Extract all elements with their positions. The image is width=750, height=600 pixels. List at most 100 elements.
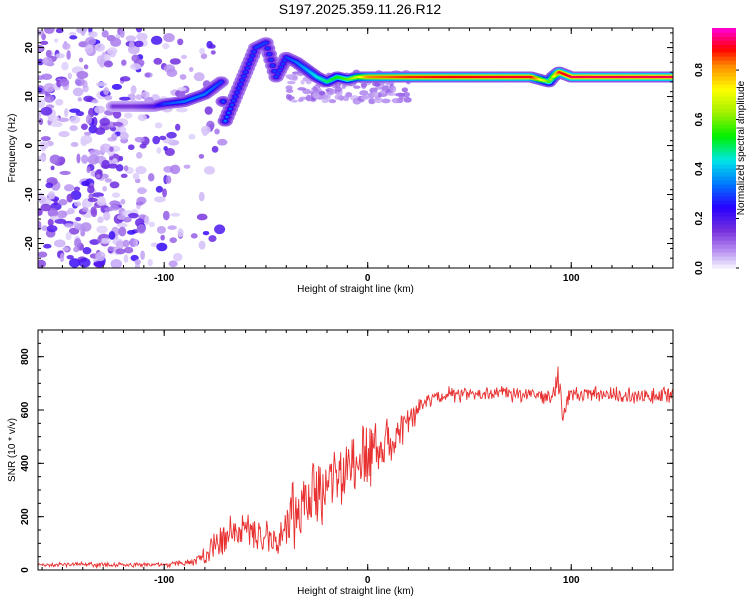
noise-blob xyxy=(55,98,64,106)
noise-blob xyxy=(381,98,391,104)
x-axis-label: Height of straight line (km) xyxy=(297,586,414,597)
colorbar-step xyxy=(712,148,736,153)
track-mark xyxy=(247,62,251,66)
noise-blob xyxy=(353,85,361,89)
colorbar-step xyxy=(712,52,736,57)
noise-blob xyxy=(322,94,329,100)
noise-blob xyxy=(95,251,106,262)
x-axis-label: Height of straight line (km) xyxy=(297,284,414,295)
noise-blob xyxy=(137,187,147,195)
noise-blob xyxy=(128,41,135,49)
noise-blob xyxy=(40,141,47,152)
noise-blob xyxy=(122,239,130,248)
noise-blob xyxy=(59,78,70,87)
noise-blob xyxy=(83,64,89,70)
noise-blob xyxy=(40,73,53,80)
noise-blob xyxy=(64,108,69,118)
noise-blob xyxy=(45,182,54,189)
noise-blob xyxy=(38,155,47,161)
noise-blob xyxy=(297,87,307,91)
noise-blob xyxy=(41,33,46,41)
noise-blob xyxy=(103,87,110,95)
noise-blob xyxy=(403,91,410,98)
noise-blob xyxy=(204,106,213,115)
plot-frame xyxy=(37,27,674,269)
track-mark xyxy=(240,78,244,82)
noise-blob xyxy=(368,98,376,105)
noise-blob xyxy=(123,165,129,172)
noise-blob xyxy=(94,127,106,135)
noise-blob xyxy=(128,212,139,219)
colorbar-step xyxy=(712,132,736,137)
colorbar-step xyxy=(712,240,736,245)
track-mark xyxy=(267,52,272,56)
noise-blob xyxy=(110,37,122,47)
noise-blob xyxy=(144,215,150,225)
noise-blob xyxy=(99,238,111,244)
noise-blob xyxy=(102,185,107,192)
plot-frame xyxy=(37,329,674,571)
colorbar-step xyxy=(712,44,736,49)
colorbar-step xyxy=(712,80,736,85)
spectrogram-area xyxy=(38,28,673,268)
noise-blob xyxy=(116,214,126,220)
noise-blob xyxy=(38,87,43,93)
track-mark xyxy=(250,54,255,58)
noise-blob xyxy=(38,192,45,200)
noise-blob xyxy=(285,85,293,91)
noise-blob xyxy=(108,205,120,211)
noise-blob xyxy=(87,197,98,203)
colorbar-tick-label: 0.6 xyxy=(694,112,705,126)
noise-blob xyxy=(119,131,129,141)
noise-blob xyxy=(188,67,194,72)
track-mark xyxy=(277,69,282,72)
track-mark xyxy=(237,87,241,90)
colorbar-step xyxy=(712,96,736,101)
noise-blob xyxy=(97,236,102,244)
noise-blob xyxy=(328,88,335,96)
noise-blob xyxy=(125,35,137,42)
colorbar-step xyxy=(712,84,736,89)
track-mark xyxy=(245,66,250,70)
noise-blob xyxy=(58,199,68,206)
colorbar-step xyxy=(712,68,736,73)
noise-blob xyxy=(183,164,191,169)
track-mark xyxy=(226,111,231,115)
noise-blob xyxy=(359,90,369,96)
noise-blob xyxy=(87,154,100,165)
track-mark xyxy=(228,107,233,111)
noise-blob xyxy=(109,146,114,152)
colorbar-step xyxy=(712,40,736,45)
noise-blob xyxy=(193,72,205,82)
noise-blob xyxy=(123,112,133,119)
noise-blob xyxy=(115,248,126,255)
noise-blob xyxy=(156,225,166,234)
noise-blob xyxy=(54,218,67,224)
noise-blob xyxy=(72,221,78,226)
noise-blob xyxy=(38,251,48,258)
colorbar-tick-label: 0.4 xyxy=(694,162,705,176)
noise-blob xyxy=(40,106,53,116)
noise-blob xyxy=(203,166,216,175)
noise-blob xyxy=(53,239,66,248)
x-tick-label: 100 xyxy=(563,273,580,284)
noise-blob xyxy=(95,82,108,87)
noise-blob xyxy=(162,188,167,198)
colorbar-step xyxy=(712,136,736,141)
noise-blob xyxy=(100,143,112,153)
colorbar-step xyxy=(712,120,736,125)
colorbar-step xyxy=(712,220,736,225)
noise-blob xyxy=(318,90,326,96)
track-mark xyxy=(272,70,277,73)
colorbar-step xyxy=(712,104,736,109)
noise-blob xyxy=(198,153,205,159)
noise-blob xyxy=(173,253,183,262)
noise-blob xyxy=(59,252,65,263)
noise-blob xyxy=(165,175,172,184)
noise-blob xyxy=(119,96,131,101)
noise-blob xyxy=(61,61,69,71)
noise-blob xyxy=(341,84,346,90)
noise-blob xyxy=(147,258,153,267)
noise-blob xyxy=(112,121,123,127)
